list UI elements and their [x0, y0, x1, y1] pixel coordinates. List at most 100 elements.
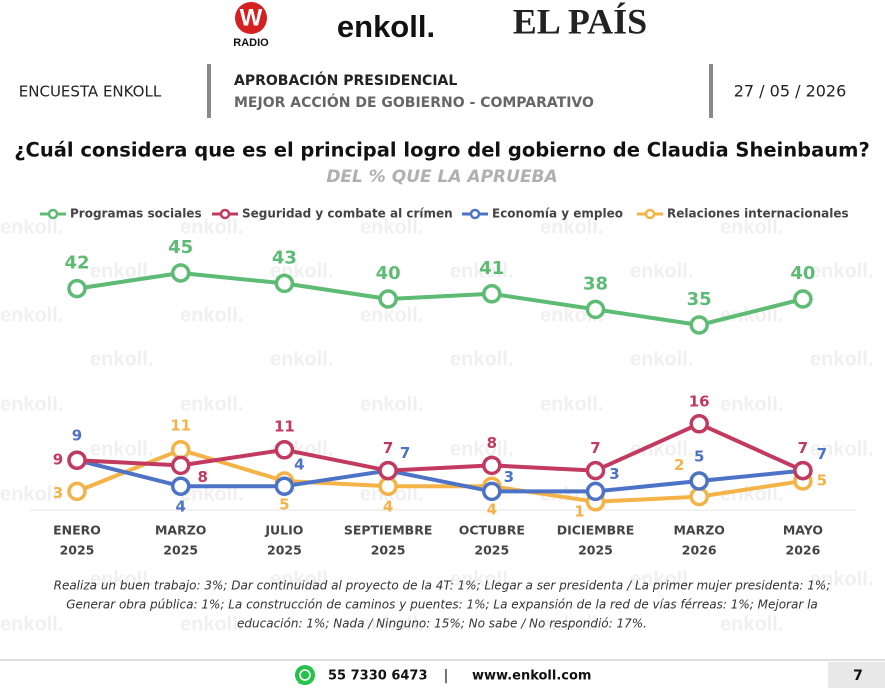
data-label: 16 [689, 392, 710, 410]
watermark: enkoll. [540, 216, 603, 238]
data-label: 40 [790, 263, 815, 284]
data-label: 3 [53, 484, 63, 502]
watermark: enkoll. [180, 216, 243, 238]
watermark: enkoll. [450, 438, 513, 460]
x-tick-label: 2025 [60, 543, 95, 558]
data-point [793, 460, 813, 481]
series-line [76, 447, 804, 504]
watermark: enkoll. [0, 393, 63, 415]
logo-pais: EL PAÍS [513, 1, 647, 41]
plot: Programas sociales Seguridad y combate al… [40, 207, 849, 631]
data-point [689, 486, 709, 507]
data-label: 5 [279, 496, 289, 514]
watermark: enkoll. [720, 483, 783, 505]
page-number: 7 [853, 668, 863, 684]
x-tick-label: MAYO [783, 523, 823, 538]
watermark: enkoll. [720, 613, 783, 635]
topic-line: APROBACIÓN PRESIDENCIAL [234, 71, 457, 89]
logo-radio: RADIO [233, 37, 269, 49]
logo-w: W [240, 4, 263, 31]
data-label: 4 [175, 498, 185, 516]
survey-label: ENCUESTA ENKOLL [19, 83, 162, 101]
x-tick-label: OCTUBRE [459, 523, 525, 538]
x-tick-label: 2026 [786, 543, 821, 558]
data-point [274, 273, 295, 294]
x-tick-label: SEPTIEMBRE [344, 523, 433, 538]
w-logo-circle [235, 2, 267, 34]
watermark: enkoll. [450, 348, 513, 370]
page-box [828, 662, 885, 688]
whatsapp-icon-tail [298, 680, 302, 684]
x-tick-label: MARZO [673, 523, 724, 538]
whatsapp-icon-inner [299, 669, 311, 681]
legend-marker [469, 208, 481, 220]
topic-line: MEJOR ACCIÓN DE GOBIERNO - COMPARATIVO [234, 93, 594, 111]
data-point [482, 481, 502, 502]
legend-marker [219, 208, 231, 220]
watermark: enkoll. [270, 568, 333, 590]
data-point [482, 455, 502, 476]
data-label: 9 [72, 427, 82, 445]
data-point [378, 476, 398, 496]
data-label: 41 [479, 258, 504, 279]
watermark: enkoll. [360, 613, 423, 635]
watermark: enkoll. [180, 483, 243, 505]
data-label: 4 [383, 498, 393, 516]
data-point [585, 460, 606, 481]
data-point [67, 278, 87, 299]
data-point [170, 440, 191, 460]
legend-label: Relaciones internacionales [667, 207, 849, 221]
watermark: enkoll. [450, 260, 513, 282]
data-label: 35 [687, 289, 712, 310]
watermark: enkoll. [0, 304, 63, 326]
watermark: enkoll. [630, 568, 693, 590]
watermark: enkoll. [540, 393, 603, 415]
x-tick-label: 2025 [267, 543, 302, 558]
data-point [482, 284, 502, 304]
x-tick-label: 2025 [163, 543, 198, 558]
data-point [274, 440, 295, 460]
data-point [585, 299, 606, 320]
watermark: enkoll. [720, 216, 783, 238]
data-point [585, 481, 606, 502]
divider [709, 64, 713, 118]
data-label: 5 [694, 448, 704, 466]
watermark: enkoll. [90, 568, 153, 590]
data-label: 7 [590, 439, 600, 457]
footnote: educación: 1%; Nada / Ninguno: 15%; No s… [237, 617, 647, 631]
watermark: enkoll. [360, 393, 423, 415]
watermark: enkoll. [180, 613, 243, 635]
watermark: enkoll. [90, 348, 153, 370]
watermark: enkoll. [630, 438, 693, 460]
x-tick-label: DICIEMBRE [557, 523, 635, 538]
watermark: enkoll. [360, 216, 423, 238]
data-label: 43 [272, 247, 297, 268]
x-tick-label: ENERO [53, 523, 101, 538]
legend-marker [644, 208, 656, 220]
data-label: 40 [376, 263, 401, 284]
data-label: 4 [487, 501, 497, 519]
data-label: 7 [817, 445, 827, 463]
x-tick-label: 2025 [371, 543, 406, 558]
data-label: 7 [798, 439, 808, 457]
data-point [170, 263, 191, 283]
watermark: enkoll. [630, 260, 693, 282]
series-line [76, 421, 804, 473]
series-line [76, 458, 804, 494]
data-label: 2 [674, 456, 684, 474]
watermark: enkoll. [810, 438, 873, 460]
x-tick-label: 2025 [578, 543, 613, 558]
date: 27 / 05 / 2026 [734, 82, 847, 101]
chart-title: ¿Cuál considera que es el principal logr… [14, 139, 870, 162]
data-label: 7 [383, 439, 393, 457]
footnote: Generar obra pública: 1%; La construcció… [66, 598, 818, 612]
logo-enkoll: enkoll. [337, 9, 435, 44]
x-tick-label: MARZO [155, 523, 206, 538]
data-point [689, 315, 709, 335]
data-label: 7 [400, 444, 410, 462]
legend-label: Seguridad y combate al crímen [242, 207, 453, 221]
data-label: 1 [574, 502, 584, 520]
legend-label: Economía y empleo [492, 207, 623, 221]
series-line [76, 271, 804, 327]
